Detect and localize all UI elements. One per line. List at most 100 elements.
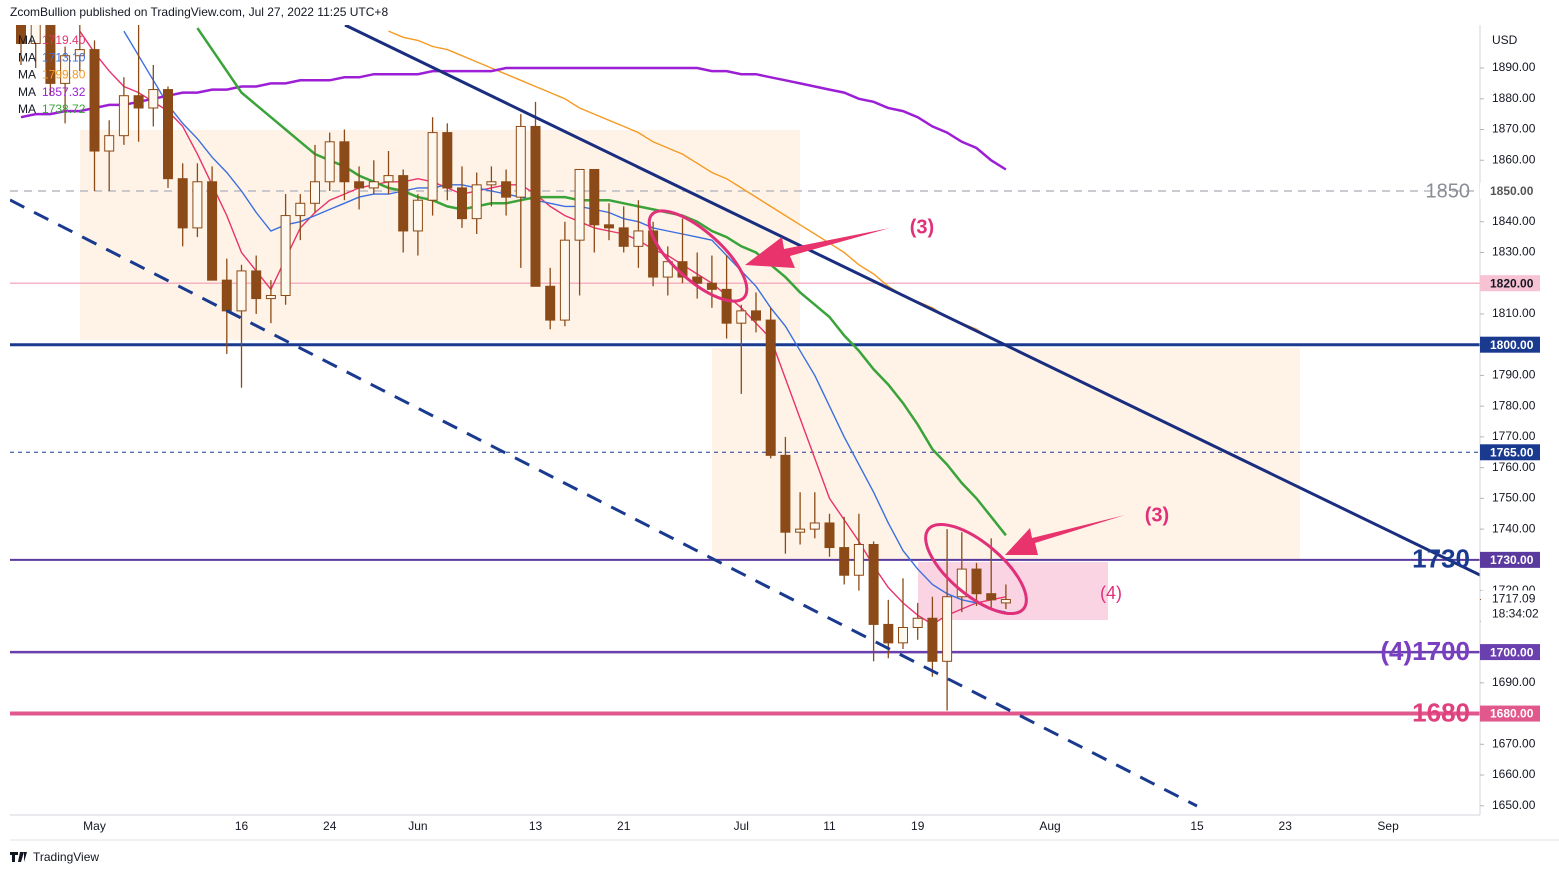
candle-body (765, 319, 776, 456)
level-axis-label: 1680.00 (1490, 707, 1534, 721)
legend-value: 1719.40 (42, 33, 86, 47)
currency: USD (1492, 33, 1518, 47)
y-tick-label: 1650.00 (1492, 798, 1536, 812)
y-tick-label: 1840.00 (1492, 214, 1536, 228)
legend-value: 1857.32 (42, 85, 86, 99)
x-tick-label: 11 (823, 819, 836, 833)
candle-body (427, 132, 438, 201)
last-price-box (1481, 590, 1551, 625)
candle-body (457, 187, 467, 220)
candle-body (927, 617, 938, 662)
candle-body (148, 89, 159, 109)
plot (16, 25, 1011, 711)
candle-body (751, 310, 761, 321)
legend-value: 1738.72 (42, 102, 86, 116)
candle-body (383, 175, 394, 183)
candle-body (104, 135, 115, 152)
candle-body (471, 184, 482, 220)
y-tick-label: 1770.00 (1492, 429, 1536, 443)
level-axis-label: 1820.00 (1490, 276, 1534, 290)
candle-body (839, 547, 850, 576)
candle-body (133, 95, 144, 109)
candle-body (530, 125, 541, 287)
drawings (80, 130, 1300, 620)
x-tick-label: Jun (408, 819, 427, 833)
annotation: (4) (1100, 583, 1122, 603)
candle-body (868, 543, 879, 625)
level-axis-label: 1765.00 (1490, 445, 1534, 459)
y-tick-label: 1660.00 (1492, 767, 1536, 781)
candle-body (368, 181, 379, 189)
candle-body (721, 288, 732, 324)
candle-body (74, 49, 85, 57)
candle-body (486, 181, 497, 186)
legend-name: MA (18, 33, 36, 47)
axes (10, 25, 1559, 841)
logo (10, 852, 27, 862)
candle-body (251, 270, 262, 300)
trendline (344, 25, 1480, 577)
candle-body (633, 230, 644, 247)
y-tick-label: 1670.00 (1492, 736, 1536, 750)
y-tick-label: 1870.00 (1492, 122, 1536, 136)
candle-body (310, 181, 320, 204)
candle-body (30, 25, 41, 44)
candle-body (60, 55, 71, 84)
y-tick-label: 1690.00 (1492, 675, 1536, 689)
level-box (1480, 644, 1540, 661)
level-label: 1680 (1412, 697, 1470, 727)
candle-body (398, 175, 409, 232)
arrow (745, 228, 890, 268)
x-tick-label: 24 (323, 819, 337, 833)
candle-body (604, 224, 614, 229)
y-tick-label: 1880.00 (1492, 91, 1536, 105)
candle-body (118, 95, 129, 137)
level-axis-label: 1700.00 (1490, 645, 1534, 659)
level-label: 1730 (1412, 544, 1470, 574)
x-tick-label: 15 (1190, 819, 1204, 833)
x-tick-label: May (83, 819, 106, 833)
candle-body (559, 239, 570, 321)
candle-body (177, 178, 188, 229)
candle-body (515, 125, 526, 198)
level-label: (4)1700 (1380, 636, 1470, 666)
candle-body (192, 181, 203, 229)
x-tick-label: Sep (1377, 819, 1399, 833)
y-tick-label: 1780.00 (1492, 398, 1536, 412)
level-box (1480, 182, 1540, 199)
level-box (1480, 551, 1540, 568)
candle-body (618, 227, 629, 247)
candle-body (589, 168, 600, 226)
y-tick-label: 1790.00 (1492, 368, 1536, 382)
candle-body (45, 25, 56, 84)
level-box (1480, 275, 1540, 292)
legend-value: 1713.10 (42, 50, 86, 64)
x-tick-label: 21 (617, 819, 631, 833)
candle-body (956, 568, 967, 598)
candle-body (912, 617, 923, 628)
candle-body (1000, 599, 1011, 604)
level-box (1480, 705, 1540, 722)
candle-body (354, 181, 365, 189)
candle-body (16, 25, 26, 44)
ma-line (79, 30, 1007, 626)
countdown: 18:34:02 (1492, 607, 1539, 621)
legend-name: MA (18, 68, 36, 82)
candle-body (163, 89, 173, 180)
level-box (1480, 444, 1540, 461)
candle-body (780, 454, 791, 533)
level-label: 1850 (1426, 180, 1471, 202)
candle-body (265, 295, 276, 300)
x-tick-label: 13 (529, 819, 543, 833)
ellipse (647, 209, 749, 303)
x-tick-label: 23 (1279, 819, 1293, 833)
candle-body (736, 310, 747, 324)
x-tick-label: Jul (734, 819, 749, 833)
candle-body (236, 270, 247, 312)
range-box (80, 130, 800, 340)
footer: TradingView (33, 850, 99, 864)
candle-body (898, 626, 908, 644)
candle-body (648, 230, 659, 278)
level-box (1480, 336, 1540, 353)
